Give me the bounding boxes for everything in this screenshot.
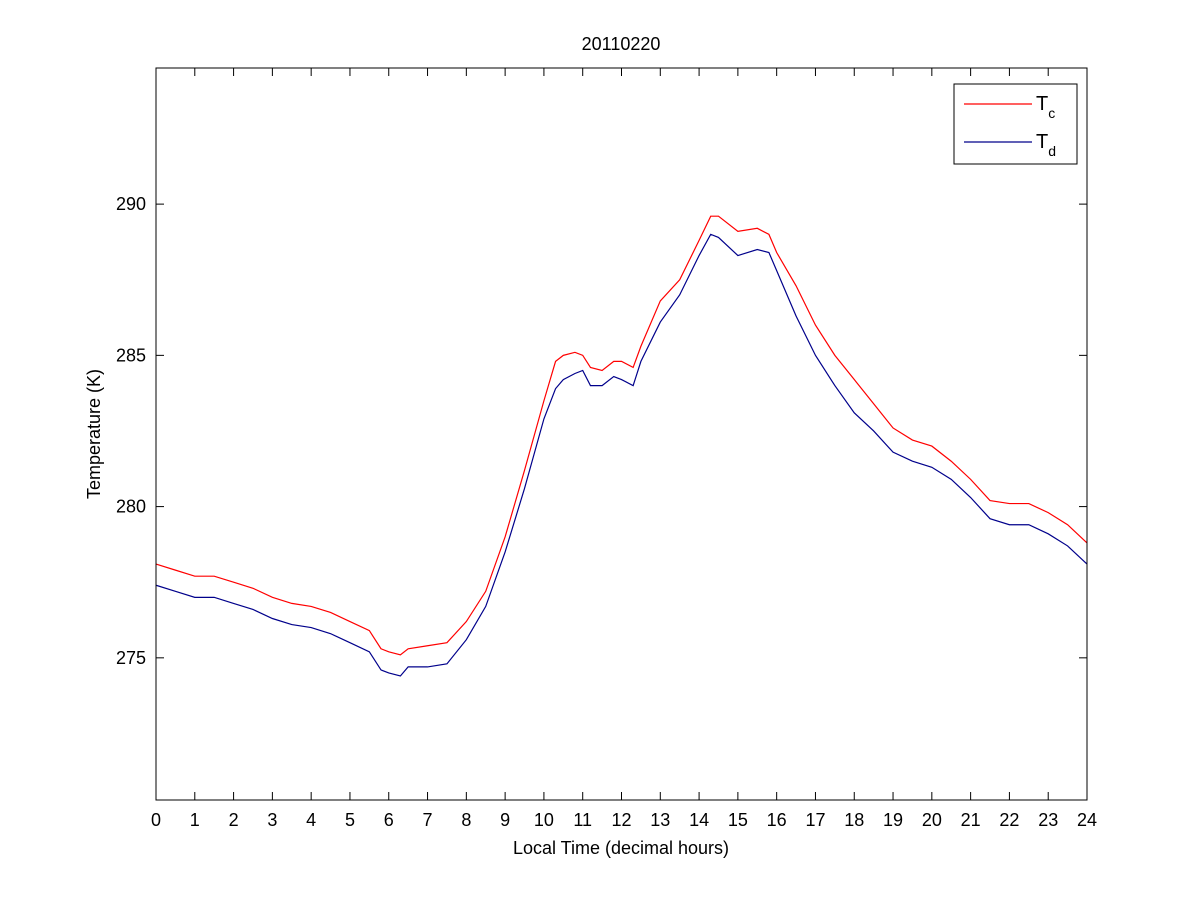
legend-box: [953, 83, 1078, 165]
x-tick-label: 9: [500, 810, 510, 830]
x-tick-label: 17: [805, 810, 825, 830]
x-axis-ticks: 0 1 2 3 4 5 6 7 8 9 10 11 12 13 14 15 16 17 18 19 20 21 22 23 24: [151, 68, 1097, 830]
x-tick-label: 1: [190, 810, 200, 830]
axes-frame: [155, 67, 1088, 801]
x-tick-label: 15: [728, 810, 748, 830]
x-tick-label: 14: [689, 810, 709, 830]
x-tick-label: 10: [534, 810, 554, 830]
x-tick-label: 6: [384, 810, 394, 830]
y-axis-ticks: 275 280 285 290: [116, 194, 1087, 668]
chart-title: 20110220: [582, 34, 661, 54]
y-tick-label: 275: [116, 648, 146, 668]
y-tick-label: 290: [116, 194, 146, 214]
x-tick-label: 0: [151, 810, 161, 830]
x-tick-label: 16: [767, 810, 787, 830]
legend-subscript: c: [1048, 105, 1055, 121]
series-layer: [155, 215, 1088, 677]
x-tick-label: 2: [229, 810, 239, 830]
x-tick-label: 24: [1077, 810, 1097, 830]
x-tick-label: 19: [883, 810, 903, 830]
x-tick-label: 20: [922, 810, 942, 830]
x-tick-label: 4: [306, 810, 316, 830]
y-tick-label: 280: [116, 497, 146, 517]
x-axis-label: Local Time (decimal hours): [513, 838, 729, 858]
y-axis-label: Temperature (K): [84, 369, 104, 499]
legend-subscript: d: [1048, 143, 1056, 159]
x-tick-label: 18: [844, 810, 864, 830]
x-tick-label: 13: [650, 810, 670, 830]
x-tick-label: 12: [611, 810, 631, 830]
x-tick-label: 3: [267, 810, 277, 830]
x-tick-label: 7: [423, 810, 433, 830]
x-tick-label: 22: [999, 810, 1019, 830]
x-tick-label: 5: [345, 810, 355, 830]
x-tick-label: 11: [573, 810, 592, 830]
x-tick-label: 23: [1038, 810, 1058, 830]
x-tick-label: 21: [961, 810, 981, 830]
series-line-d: [155, 233, 1088, 677]
series-line-c: [155, 215, 1088, 656]
y-tick-label: 285: [116, 345, 146, 365]
x-tick-label: 8: [461, 810, 471, 830]
